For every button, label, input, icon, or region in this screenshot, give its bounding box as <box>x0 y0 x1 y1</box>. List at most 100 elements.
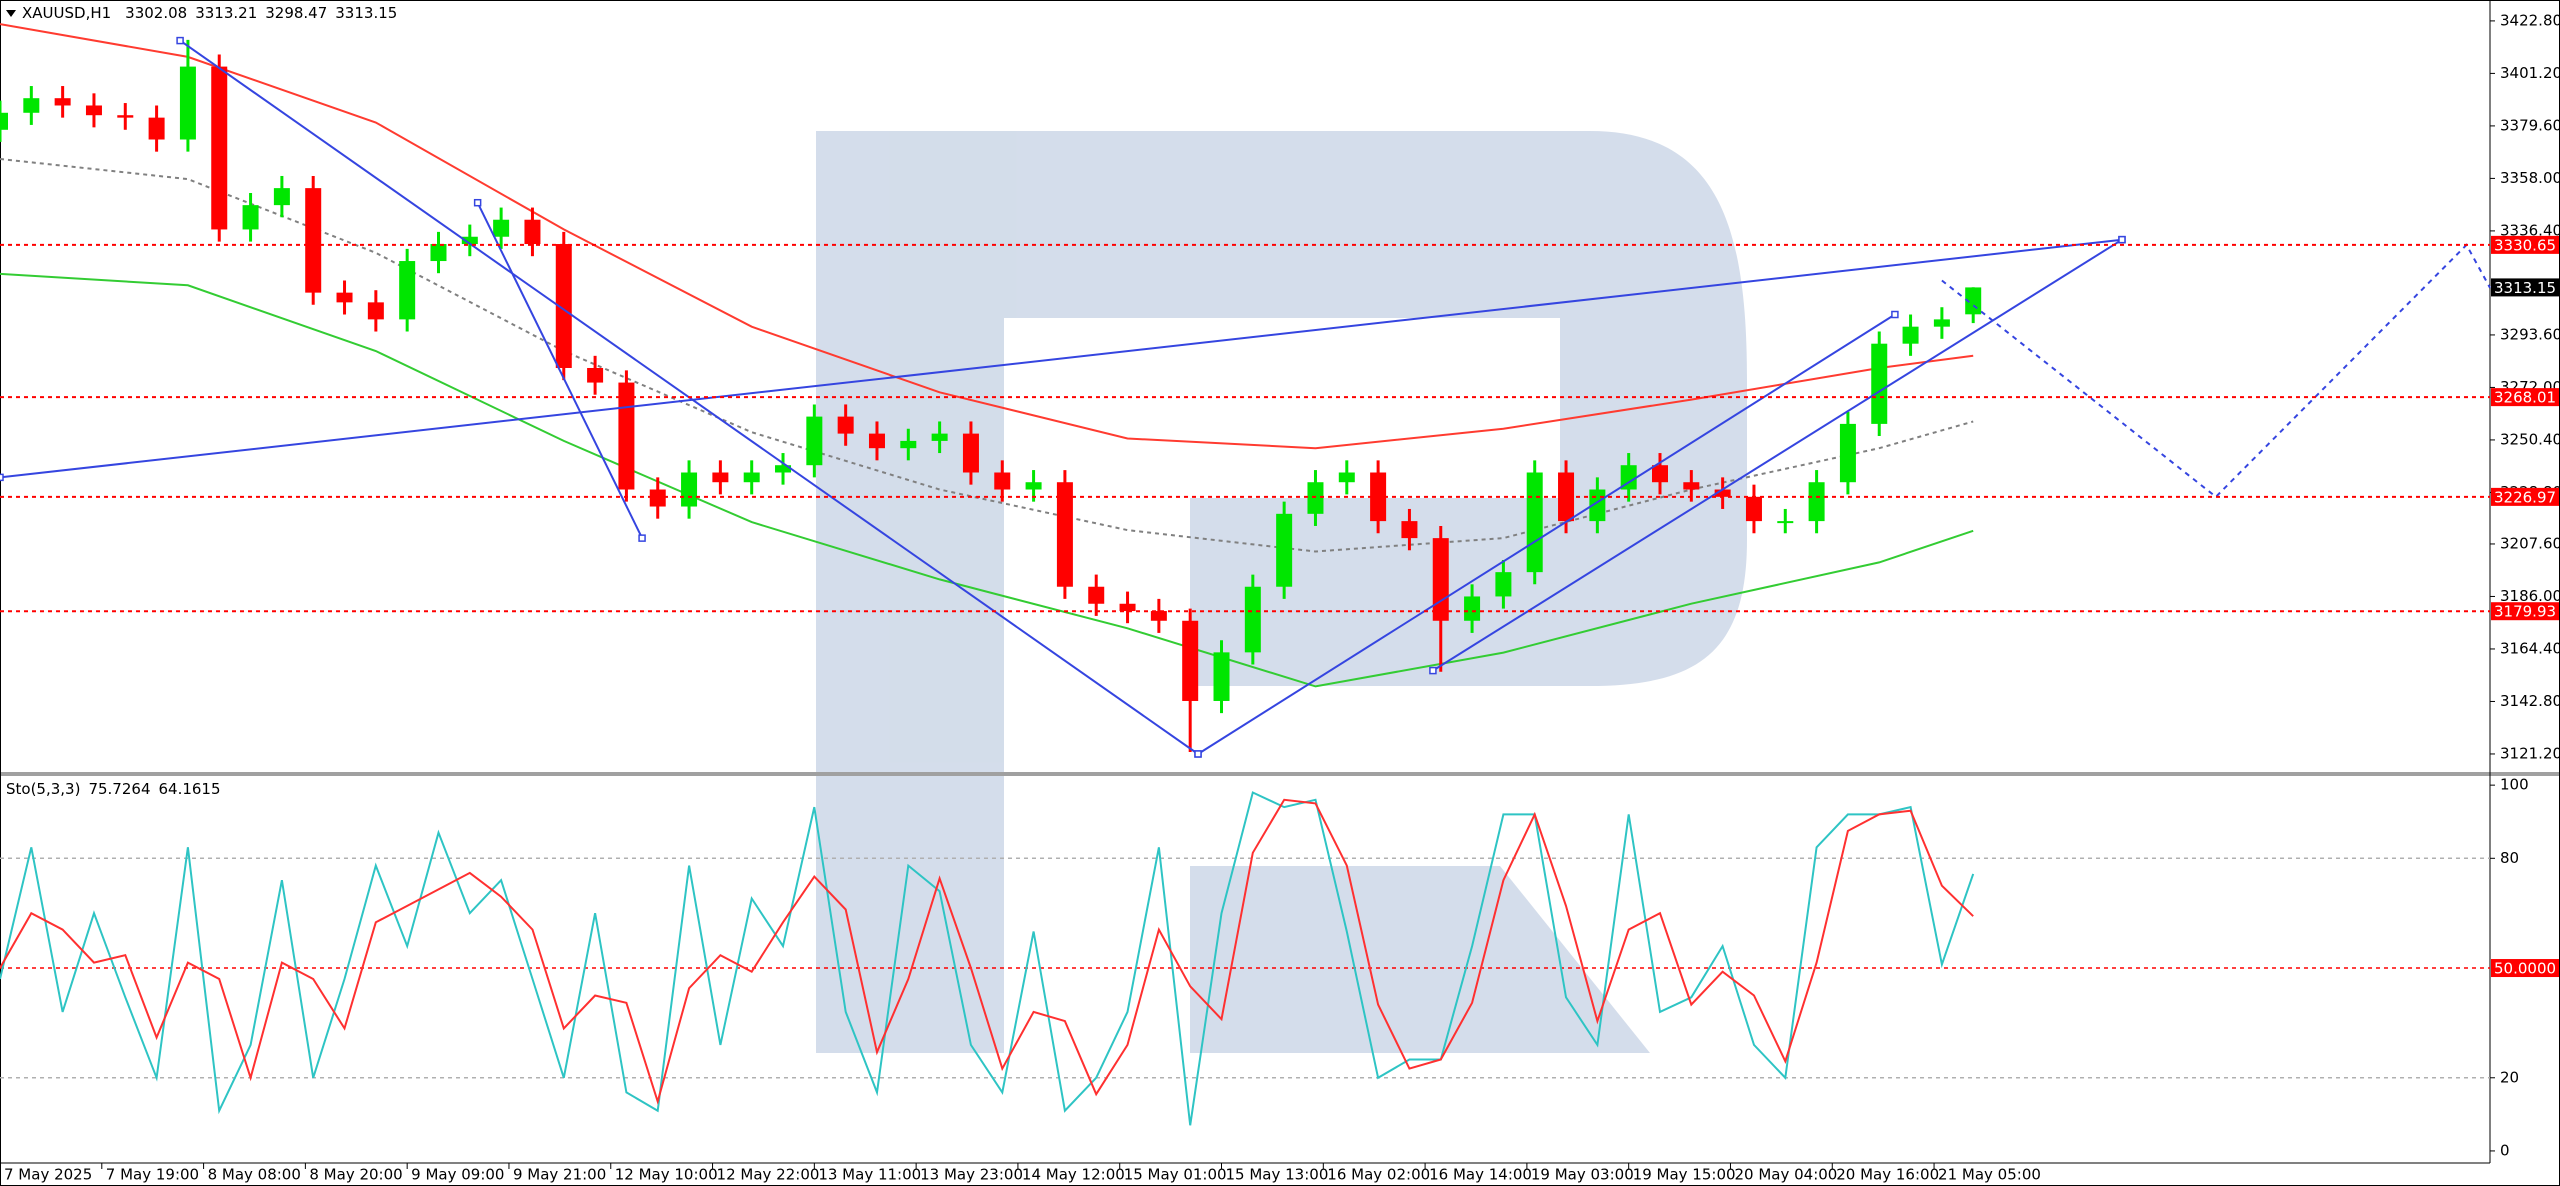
x-tick-label: 9 May 21:00 <box>513 1166 606 1184</box>
x-tick-label: 20 May 16:00 <box>1836 1166 1939 1184</box>
x-tick-label: 8 May 20:00 <box>309 1166 402 1184</box>
candle-body <box>1338 472 1355 483</box>
header-high: 3313.21 <box>195 4 257 22</box>
trendline-anchor <box>473 198 482 207</box>
candle-body <box>1620 465 1637 490</box>
logo-bowl <box>1004 131 1747 686</box>
candle-body <box>1401 521 1418 539</box>
chart-header: XAUUSD,H1 3302.08 3313.21 3298.47 3313.15 <box>22 4 397 22</box>
candle-body <box>336 292 353 303</box>
candle-body <box>148 117 165 140</box>
trendline <box>476 202 643 539</box>
x-tick-label: 15 May 01:00 <box>1124 1166 1227 1184</box>
x-tick-label: 16 May 14:00 <box>1429 1166 1532 1184</box>
price-level-label-box <box>2491 235 2559 254</box>
candle-body <box>23 98 40 113</box>
y-tick-label: 3358.00 <box>2500 169 2560 187</box>
candle-body <box>1777 521 1794 524</box>
candle-body <box>1839 423 1856 483</box>
candle-body <box>1714 489 1731 497</box>
price-level-label: 3268.01 <box>2494 389 2556 407</box>
price-level-label-box <box>2491 388 2559 407</box>
moving-average <box>0 23 1974 450</box>
candle-body <box>1464 596 1481 621</box>
price-level-label-box <box>2491 602 2559 621</box>
candle-body <box>837 416 854 434</box>
y-tick-label: 3379.60 <box>2500 116 2560 134</box>
indicator-value: 75.7264 <box>88 780 150 798</box>
x-tick-label: 13 May 23:00 <box>920 1166 1023 1184</box>
candle-body <box>493 219 510 237</box>
candle-body <box>1933 319 1950 327</box>
y-tick-label: 3250.40 <box>2500 430 2560 448</box>
symbol: XAUUSD,H1 <box>22 4 111 22</box>
candle-body <box>54 98 71 106</box>
forecast-path <box>1941 243 2491 499</box>
trendline <box>1432 238 2123 672</box>
x-tick-label: 15 May 13:00 <box>1226 1166 1329 1184</box>
candle-body <box>931 433 948 441</box>
watermark-logo <box>816 131 1747 1053</box>
indicator-name: Sto(5,3,3) <box>6 780 80 798</box>
current-price-label-box <box>2491 278 2559 297</box>
candle-body <box>1558 472 1575 522</box>
x-tick-label: 20 May 04:00 <box>1734 1166 1837 1184</box>
candle-body <box>1808 482 1825 522</box>
candle-body <box>1088 586 1105 604</box>
candle-body <box>461 236 478 245</box>
header-low: 3298.47 <box>265 4 327 22</box>
y-tick-label: 3401.20 <box>2500 64 2560 82</box>
candle-body <box>618 382 635 490</box>
candle-body <box>1056 482 1073 587</box>
candle-body <box>900 440 917 449</box>
candle-body <box>712 472 729 483</box>
candle-body <box>587 367 604 383</box>
x-tick-label: 7 May 2025 <box>4 1166 92 1184</box>
candle-body <box>1025 482 1042 490</box>
header-open: 3302.08 <box>125 4 187 22</box>
y-tick-label: 0 <box>2500 1141 2510 1159</box>
candle-body <box>775 465 792 473</box>
candle-body <box>0 112 8 130</box>
candle-body <box>868 433 885 449</box>
candle-body <box>1150 611 1167 621</box>
trendline-anchor <box>1891 310 1899 319</box>
candle-body <box>681 472 698 507</box>
price-level-label: 3179.93 <box>2494 603 2556 621</box>
oscillator-line <box>0 798 1974 1106</box>
symbol-menu-arrow <box>6 10 16 17</box>
signal-level-label-box <box>2491 959 2559 978</box>
indicator-header: Sto(5,3,3) 75.7264 64.1615 <box>6 780 221 798</box>
y-tick-label: 3422.80 <box>2500 11 2560 29</box>
candle-body <box>242 205 259 230</box>
candle-body <box>743 472 760 483</box>
price-level-label: 3330.65 <box>2494 236 2556 254</box>
candle-body <box>1276 513 1293 587</box>
x-tick-label: 16 May 02:00 <box>1327 1166 1430 1184</box>
candle-body <box>1432 538 1449 621</box>
candle-body <box>1213 652 1230 701</box>
indicator-value: 64.1615 <box>158 780 220 798</box>
trendline-anchor <box>0 473 4 482</box>
y-tick-label: 3164.40 <box>2500 639 2560 657</box>
logo-stem <box>816 131 1004 1053</box>
candle-body <box>649 489 666 507</box>
candle-body <box>1182 620 1199 701</box>
x-tick-label: 19 May 03:00 <box>1531 1166 1634 1184</box>
trendline-anchor <box>176 36 184 45</box>
y-tick-label: 3336.40 <box>2500 221 2560 239</box>
candle-body <box>1652 465 1668 483</box>
x-tick-label: 19 May 15:00 <box>1633 1166 1736 1184</box>
trendline <box>0 238 2123 479</box>
candle-body <box>524 219 541 245</box>
trendline-anchor <box>1194 750 1202 758</box>
candle-body <box>1526 472 1543 573</box>
x-tick-label: 13 May 11:00 <box>818 1166 921 1184</box>
candle-body <box>1495 572 1512 597</box>
candle-body <box>806 416 823 466</box>
candle-body <box>1683 482 1700 490</box>
candle-body <box>1902 326 1919 344</box>
logo-leg <box>1190 866 1650 1053</box>
candle-body <box>1119 603 1136 612</box>
